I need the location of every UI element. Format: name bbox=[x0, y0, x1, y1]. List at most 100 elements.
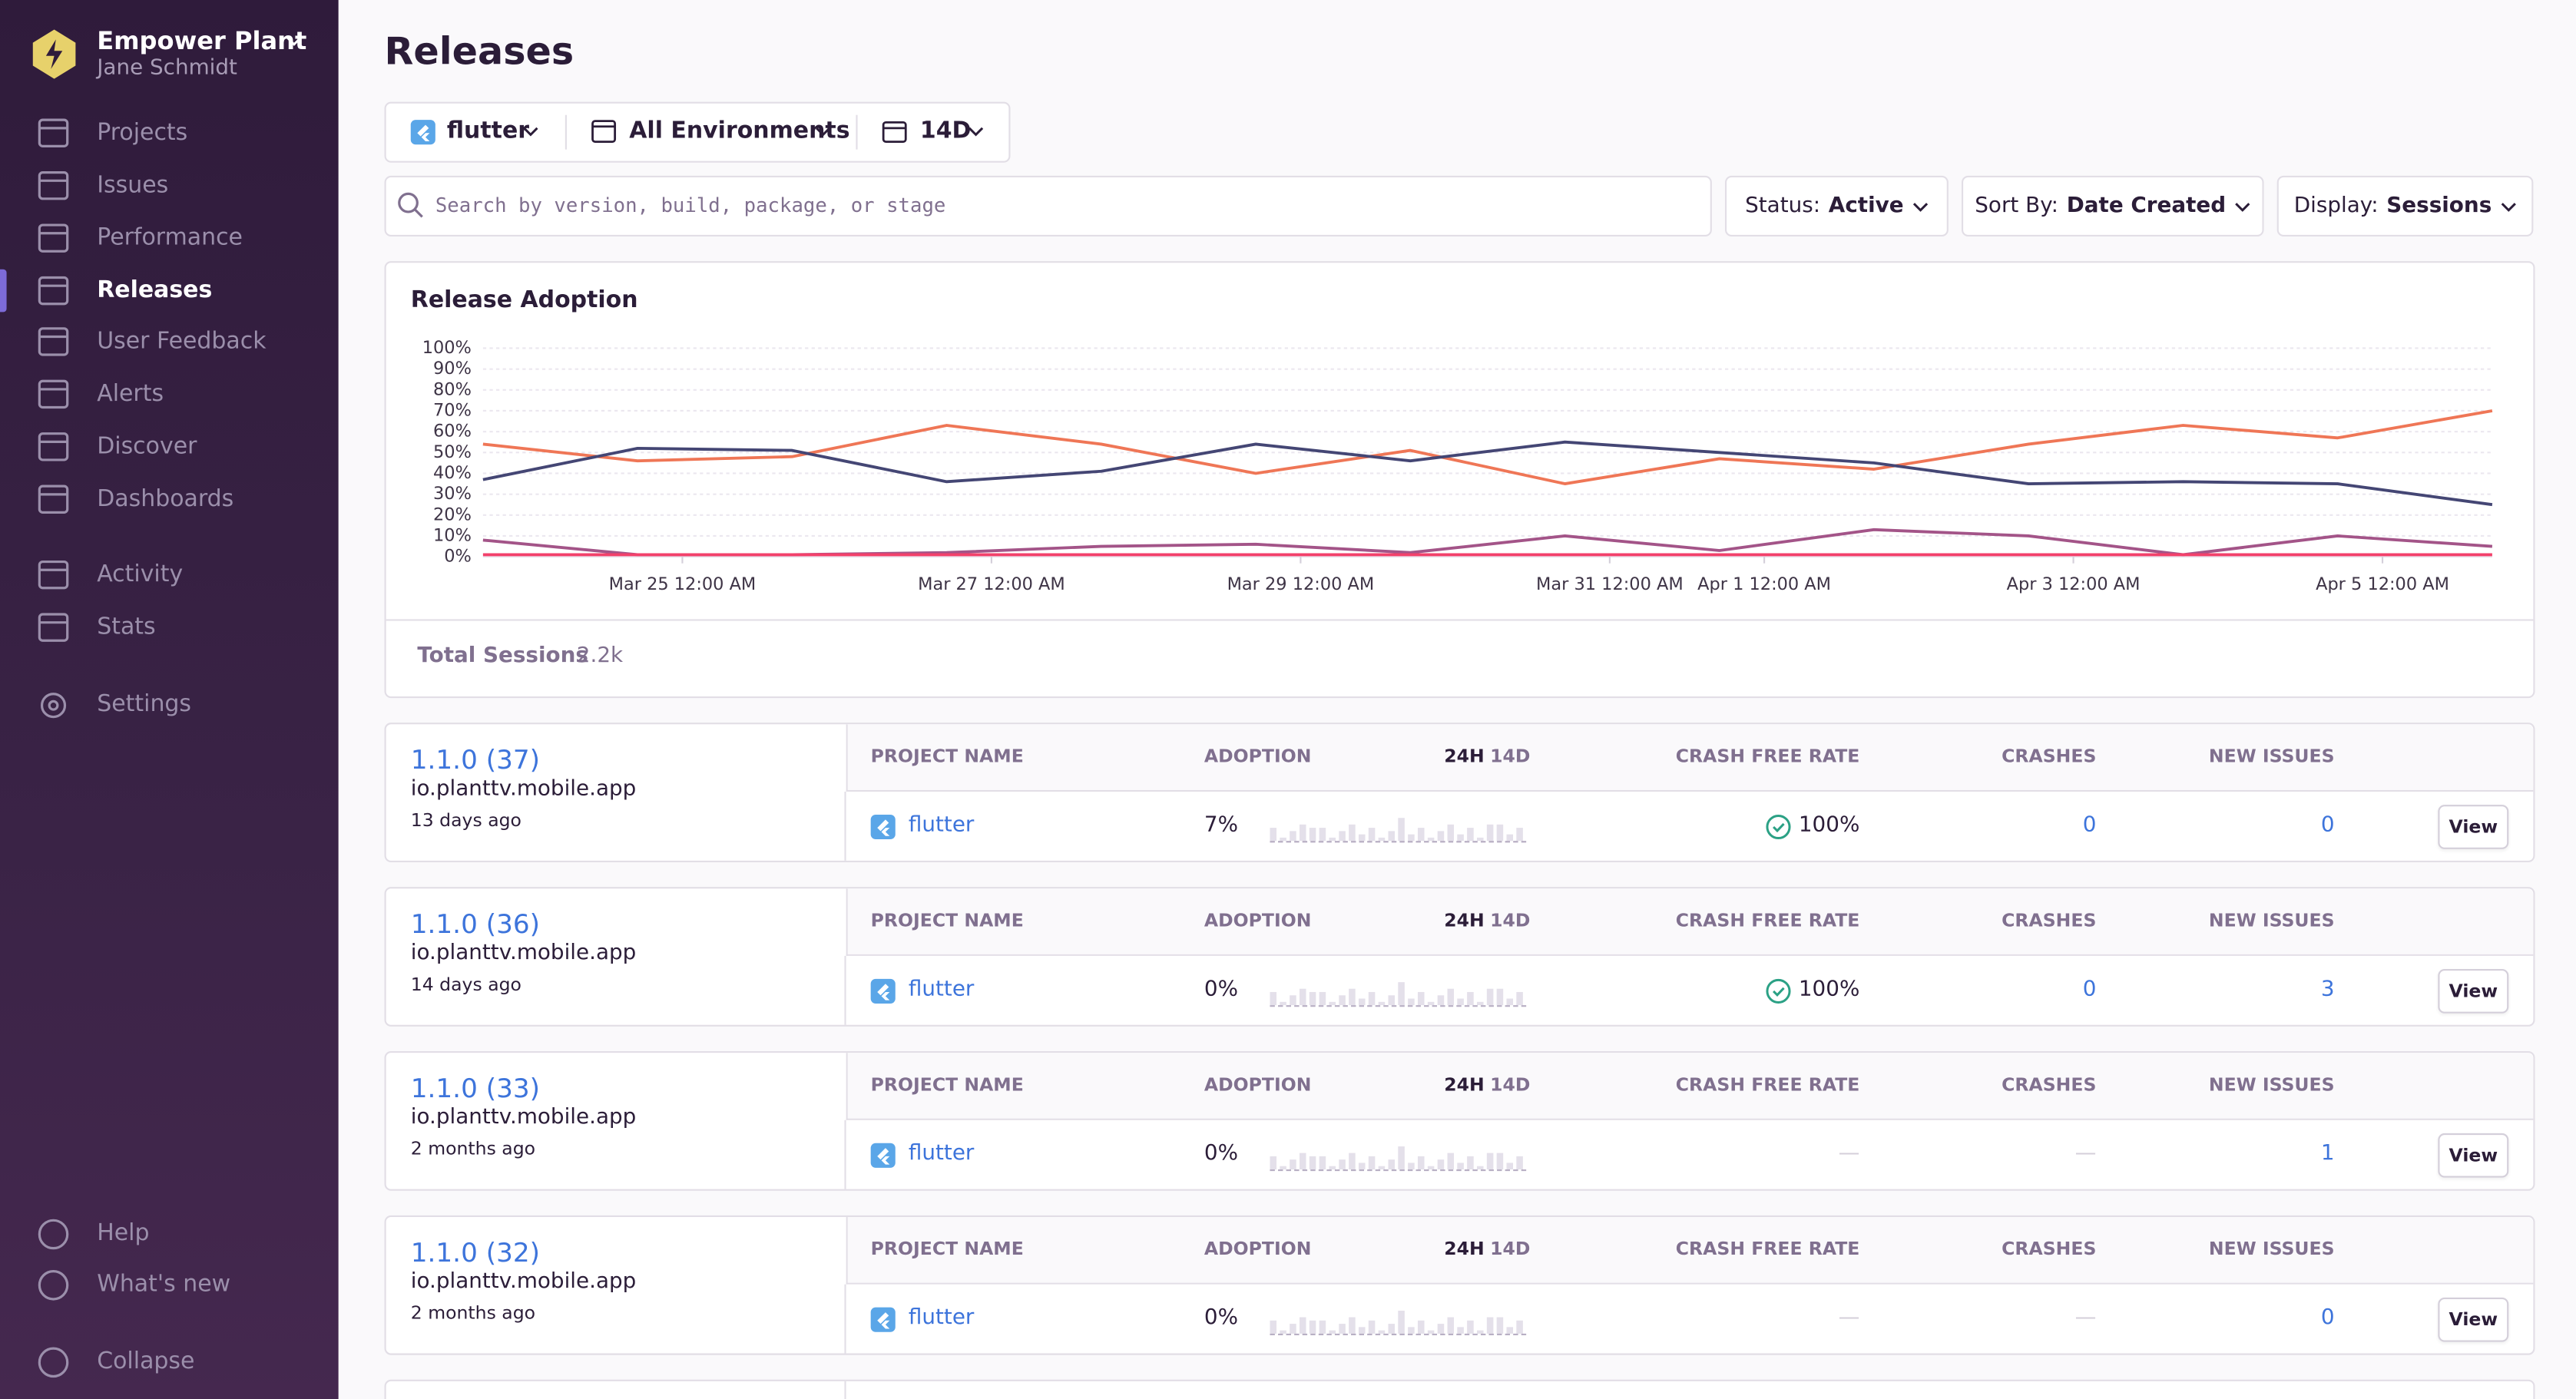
view-button[interactable]: View bbox=[2438, 1133, 2509, 1178]
nav-item[interactable]: Dashboards bbox=[97, 486, 234, 513]
sparkline-bar bbox=[1368, 1156, 1376, 1169]
sparkline-bar bbox=[1299, 988, 1306, 1006]
dropdown-button[interactable]: Display: Sessions bbox=[2276, 175, 2534, 237]
sparkline-bar bbox=[1417, 991, 1425, 1006]
project-link[interactable]: flutter bbox=[908, 1141, 975, 1166]
sidebar: Empower Plant Jane Schmidt Projects Issues P… bbox=[0, 0, 339, 1399]
sparkline-bar bbox=[1270, 1320, 1277, 1334]
sparkline-bar bbox=[1437, 1159, 1445, 1169]
release-package: io.planttv.mobile.app bbox=[410, 1269, 637, 1295]
period-selector[interactable]: 14D bbox=[919, 118, 972, 145]
sparkline-bar bbox=[1349, 1153, 1356, 1169]
release-card bbox=[384, 1379, 2535, 1399]
sparkline-bar bbox=[1427, 1001, 1435, 1006]
nav-item[interactable]: Performance bbox=[97, 225, 243, 252]
nav-item[interactable]: Activity bbox=[97, 561, 184, 588]
project-link[interactable]: flutter bbox=[908, 1305, 975, 1331]
sparkline-bar bbox=[1349, 824, 1356, 842]
release-version[interactable]: 1.1.0 (33) bbox=[410, 1072, 540, 1104]
nav-item[interactable]: Settings bbox=[97, 691, 192, 718]
footer-item[interactable]: What's new bbox=[97, 1271, 231, 1298]
sparkline-baseline bbox=[1270, 841, 1527, 843]
release-version[interactable]: 1.1.0 (32) bbox=[410, 1236, 540, 1268]
org-name[interactable]: Empower Plant bbox=[97, 26, 307, 56]
release-version[interactable]: 1.1.0 (37) bbox=[410, 743, 540, 776]
search-input[interactable] bbox=[384, 175, 1712, 237]
release-age: 14 days ago bbox=[410, 974, 521, 996]
column-header: 14D bbox=[1490, 910, 1531, 931]
nav-item[interactable]: Issues bbox=[97, 172, 169, 199]
sparkline-bar bbox=[1516, 1320, 1523, 1334]
nav-item[interactable]: Alerts bbox=[97, 381, 164, 408]
sparkline-bar bbox=[1368, 1320, 1376, 1334]
sparkline-bar bbox=[1467, 991, 1474, 1006]
new-issues[interactable]: 1 bbox=[2320, 1141, 2335, 1166]
sparkline-bar bbox=[1290, 1159, 1296, 1169]
sparkline-bar bbox=[1437, 1324, 1445, 1334]
sparkline-bar bbox=[1299, 1153, 1306, 1169]
project-link[interactable]: flutter bbox=[908, 812, 975, 838]
view-button[interactable]: View bbox=[2438, 969, 2509, 1014]
dropdown-button[interactable]: Sort By: Date Created bbox=[1962, 175, 2264, 237]
icon bbox=[286, 37, 302, 46]
new-issues[interactable]: 3 bbox=[2320, 977, 2335, 1002]
crashes[interactable]: 0 bbox=[2082, 977, 2097, 1002]
sparkline-bar bbox=[1309, 1320, 1316, 1334]
column-header: PROJECT NAME bbox=[870, 746, 1024, 767]
sparkline-bar bbox=[1398, 818, 1405, 842]
sparkline-bar bbox=[1270, 1156, 1277, 1169]
column-header: 14D bbox=[1490, 1238, 1531, 1260]
sparkline-bar bbox=[1496, 824, 1504, 842]
icon bbox=[38, 1347, 69, 1378]
sparkline-bar bbox=[1329, 837, 1336, 842]
column-header: ADOPTION bbox=[1204, 1238, 1312, 1260]
project-selector[interactable]: flutter bbox=[446, 118, 530, 145]
column-header: NEW ISSUES bbox=[2208, 746, 2335, 767]
sparkline-bar bbox=[1447, 824, 1455, 842]
view-button[interactable]: View bbox=[2438, 1297, 2509, 1342]
sparkline-bar bbox=[1516, 1156, 1523, 1169]
dropdown-button[interactable]: Status: Active bbox=[1724, 175, 1949, 237]
nav-item[interactable]: Projects bbox=[97, 120, 188, 147]
nav-item[interactable]: Discover bbox=[97, 433, 197, 460]
sparkline-bar bbox=[1496, 1153, 1504, 1169]
column-header: PROJECT NAME bbox=[870, 1238, 1024, 1260]
sparkline-bar bbox=[1299, 824, 1306, 842]
divider bbox=[856, 114, 858, 150]
adoption: 0% bbox=[1204, 1141, 1239, 1166]
release-version[interactable]: 1.1.0 (36) bbox=[410, 908, 540, 940]
column-header: NEW ISSUES bbox=[2208, 1238, 2335, 1260]
icon bbox=[816, 127, 831, 137]
column-header: 24H bbox=[1444, 1238, 1485, 1260]
project-link[interactable]: flutter bbox=[908, 977, 975, 1002]
nav-item[interactable]: Releases bbox=[97, 277, 213, 304]
footer-item[interactable]: Help bbox=[97, 1220, 150, 1247]
crash-free-rate: 100% bbox=[1798, 812, 1860, 838]
sparkline-bar bbox=[1427, 837, 1435, 842]
new-issues[interactable]: 0 bbox=[2320, 1305, 2335, 1331]
crashes[interactable]: 0 bbox=[2082, 812, 2097, 838]
nav-item[interactable]: User Feedback bbox=[97, 328, 267, 356]
view-button[interactable]: View bbox=[2438, 805, 2509, 849]
sparkline-bar bbox=[1319, 1156, 1326, 1169]
page-title: Releases bbox=[384, 31, 574, 74]
column-header: 24H bbox=[1444, 746, 1485, 767]
icon bbox=[38, 1219, 69, 1250]
column-header: CRASH FREE RATE bbox=[1675, 1073, 1860, 1096]
icon bbox=[38, 432, 69, 461]
environment-selector[interactable]: All Environments bbox=[629, 118, 850, 145]
sparkline-bar bbox=[1506, 1163, 1514, 1169]
icon bbox=[38, 276, 69, 306]
sparkline-bar bbox=[1309, 991, 1316, 1006]
sparkline-bar bbox=[1339, 1159, 1346, 1169]
sparkline-bar bbox=[1447, 988, 1455, 1006]
release-age: 2 months ago bbox=[410, 1302, 536, 1325]
sparkline-bar bbox=[1447, 1153, 1455, 1169]
icon bbox=[38, 1270, 69, 1301]
nav-item[interactable]: Stats bbox=[97, 614, 156, 641]
sparkline-baseline bbox=[1270, 1333, 1527, 1336]
icon bbox=[1766, 977, 1791, 1003]
footer-item[interactable]: Collapse bbox=[97, 1348, 195, 1375]
new-issues[interactable]: 0 bbox=[2320, 812, 2335, 838]
